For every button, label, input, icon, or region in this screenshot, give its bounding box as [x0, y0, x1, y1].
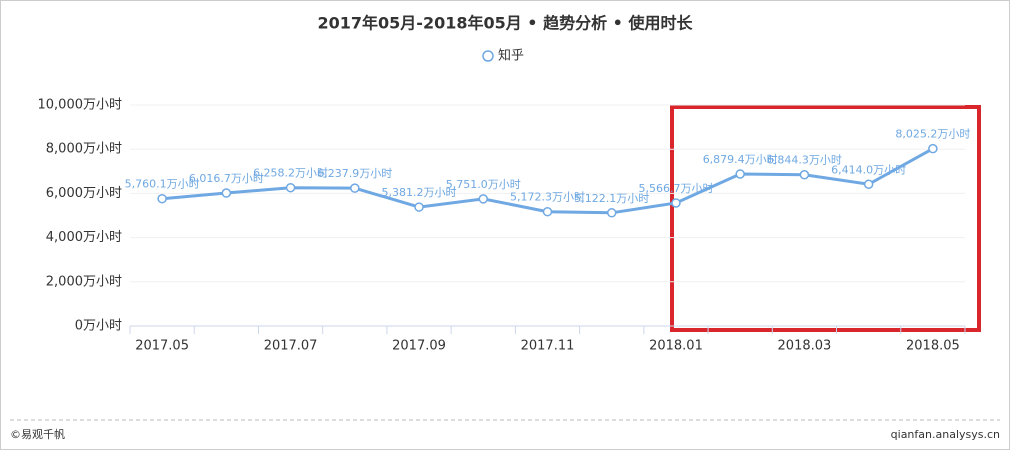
y-tick-label: 10,000万小时 [38, 98, 123, 113]
data-point [799, 169, 810, 180]
data-point [863, 179, 874, 190]
y-tick-label: 0万小时 [75, 319, 122, 334]
x-tick-label: 2017.09 [392, 339, 446, 354]
data-label: 5,566.7万小时 [638, 182, 713, 195]
data-label: 5,381.2万小时 [382, 186, 457, 199]
data-label: 6,879.4万小时 [703, 153, 778, 166]
data-point [928, 143, 938, 154]
highlight-box [670, 105, 981, 332]
data-label: 5,172.3万小时 [510, 191, 585, 204]
data-point [157, 193, 167, 204]
data-point [735, 169, 745, 179]
data-label: 6,844.3万小时 [767, 154, 842, 167]
y-tick-label: 8,000万小时 [46, 142, 122, 157]
data-label: 8,025.2万小时 [895, 128, 970, 141]
data-point [350, 183, 360, 193]
x-tick-label: 2018.03 [778, 339, 832, 354]
legend-marker [482, 50, 494, 62]
chart-title: 2017年05月-2018年05月 • 趋势分析 • 使用时长 [318, 14, 694, 33]
data-point [606, 208, 617, 218]
x-tick-label: 2017.05 [135, 339, 189, 354]
y-tick-label: 6,000万小时 [46, 186, 122, 201]
data-point [285, 182, 296, 193]
y-tick-label: 2,000万小时 [46, 274, 122, 289]
x-tick-label: 2018.05 [906, 339, 960, 354]
y-tick-label: 4,000万小时 [46, 230, 122, 245]
x-tick-label: 2018.01 [649, 339, 703, 354]
x-tick-label: 2017.11 [521, 339, 575, 354]
data-label: 6,237.9万小时 [317, 167, 392, 180]
data-point [221, 188, 232, 198]
data-point [671, 198, 681, 208]
data-label: 5,122.1万小时 [574, 192, 649, 205]
data-label: 5,751.0万小时 [446, 178, 521, 191]
data-point [542, 206, 553, 217]
data-label: 5,760.1万小时 [125, 178, 200, 191]
data-point [478, 194, 489, 204]
data-label: 6,258.2万小时 [253, 167, 328, 180]
data-label: 6,414.0万小时 [831, 163, 906, 176]
data-point [414, 202, 424, 212]
footer-left: ©易观千帆 [10, 427, 65, 441]
data-label: 6,016.7万小时 [189, 172, 264, 185]
legend-label: 知乎 [498, 48, 524, 64]
x-tick-label: 2017.07 [264, 339, 318, 354]
footer-right: qianfan.analysys.cn [891, 428, 1000, 441]
